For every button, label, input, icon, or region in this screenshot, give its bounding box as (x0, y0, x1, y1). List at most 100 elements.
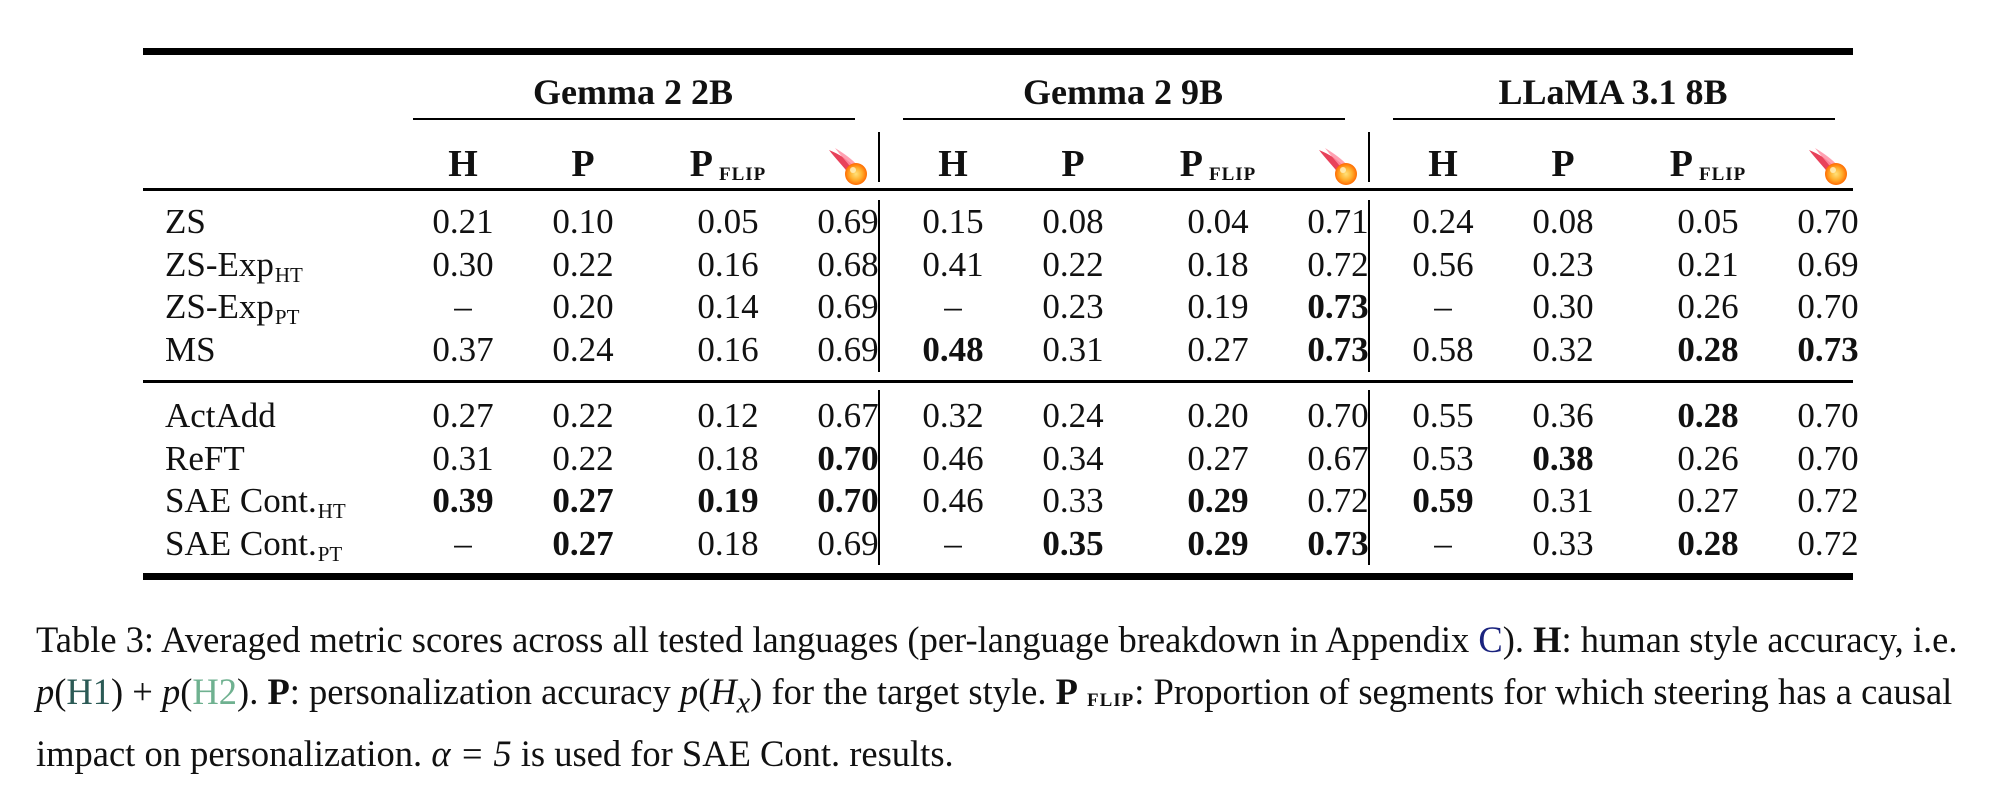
table-cell: 0.23 (1042, 287, 1104, 326)
table-row: ReFT 0.31 0.22 0.18 0.70 0.46 0.34 0.27 0.67 0.53… (143, 438, 1859, 480)
table-cell: 0.55 (1412, 396, 1474, 435)
table-cell: 0.26 (1677, 438, 1739, 478)
row-label: ActAdd (165, 396, 276, 435)
table-cell: 0.34 (1042, 438, 1104, 478)
table-cell: 0.28 (1677, 396, 1739, 435)
row-label: SAE Cont.HT (165, 481, 346, 523)
table-cell: 0.26 (1677, 287, 1739, 326)
table-cell: 0.70 (1307, 396, 1369, 435)
row-label: SAE Cont.PT (165, 523, 343, 566)
table-row: SAE Cont.HT 0.39 0.27 0.19 0.70 0.46 0.33 0.29 0… (143, 480, 1859, 523)
row-label: ZS-ExpPT (165, 287, 300, 329)
table-cell: 0.29 (1187, 481, 1249, 520)
metric-header-h: H (938, 143, 968, 185)
table-cell: 0.16 (697, 329, 759, 369)
table-cell: 0.59 (1412, 481, 1474, 520)
group-underline (413, 118, 855, 120)
table-cell: 0.27 (552, 481, 614, 520)
table-cell: 0.14 (697, 287, 759, 326)
row-label: MS (165, 329, 216, 369)
table-cell: 0.70 (817, 438, 879, 478)
table-cell: 0.53 (1412, 438, 1474, 478)
table-cell: 0.70 (1797, 438, 1859, 478)
table-cell: 0.36 (1532, 396, 1594, 435)
block-rule (143, 380, 1853, 383)
table-cell: 0.32 (922, 396, 984, 435)
comet-icon (1319, 148, 1357, 186)
table-row: ActAdd 0.27 0.22 0.12 0.67 0.32 0.24 0.20 0.70 0.… (143, 395, 1859, 437)
column-separator (878, 390, 880, 565)
table-cell: 0.08 (1532, 202, 1594, 241)
table-cell: 0.30 (432, 244, 494, 284)
table-row: SAE Cont.PT – 0.27 0.18 0.69 – 0.35 0.29 0.73 – 0.… (143, 523, 1859, 566)
table-cell: 0.22 (552, 244, 614, 284)
table-cell: 0.15 (922, 202, 984, 241)
group-header-gemma-9b: Gemma 2 9B (1023, 72, 1223, 112)
bottom-rule (143, 573, 1853, 580)
table-cell: 0.22 (1042, 244, 1104, 284)
h2-link[interactable]: H2 (192, 671, 238, 712)
column-separator (878, 200, 880, 372)
table-cell: 0.33 (1532, 523, 1594, 563)
metric-header-comet (1778, 126, 1878, 202)
table-cell: 0.68 (817, 244, 879, 284)
table-cell: 0.18 (1187, 244, 1249, 284)
table-cell: 0.39 (432, 481, 494, 520)
table-cell: 0.48 (922, 329, 984, 369)
table-cell: 0.22 (552, 438, 614, 478)
table-cell: 0.27 (1187, 329, 1249, 369)
table-cell: 0.38 (1532, 438, 1594, 478)
table-cell: 0.69 (817, 329, 879, 369)
table-cell: 0.21 (432, 202, 494, 241)
metric-header-p: P (1061, 143, 1085, 185)
table-cell: 0.37 (432, 329, 494, 369)
table-row: ZS-ExpHT 0.30 0.22 0.16 0.68 0.41 0.22 0.18 0.72… (143, 244, 1859, 287)
table-cell: 0.27 (1187, 438, 1249, 478)
table-cell: 0.27 (552, 523, 614, 563)
table-cell: 0.71 (1307, 202, 1369, 241)
table-cell: 0.72 (1307, 244, 1369, 284)
table-cell: 0.24 (1042, 396, 1104, 435)
metric-header-comet (1288, 126, 1388, 202)
table-cell: 0.31 (1042, 329, 1104, 369)
table-cell: – (1434, 287, 1452, 326)
table-cell: 0.73 (1307, 329, 1369, 369)
table-caption: Table 3: Averaged metric scores across a… (36, 619, 1958, 775)
table-cell: 0.46 (922, 438, 984, 478)
table-cell: 0.10 (552, 202, 614, 241)
table-cell: 0.27 (432, 396, 494, 435)
appendix-link[interactable]: C (1478, 619, 1503, 660)
table-cell: 0.21 (1677, 244, 1739, 284)
table-cell: – (944, 523, 962, 563)
table-cell: 0.56 (1412, 244, 1474, 284)
h1-link[interactable]: H1 (66, 671, 112, 712)
metric-header-p-flip: P FLIP (1179, 143, 1257, 185)
table-row: MS 0.37 0.24 0.16 0.69 0.48 0.31 0.27 0.73 0.58 0.… (143, 329, 1859, 371)
table-cell: 0.46 (922, 481, 984, 520)
table-cell: 0.58 (1412, 329, 1474, 369)
table-cell: 0.05 (1677, 202, 1739, 241)
metric-header-p: P (1551, 143, 1575, 185)
table-cell: 0.28 (1677, 329, 1739, 369)
table-cell: 0.29 (1187, 523, 1249, 563)
table-cell: 0.31 (1532, 481, 1594, 520)
top-rule (143, 48, 1853, 55)
group-header-llama-8b: LLaMA 3.1 8B (1498, 72, 1728, 112)
table-cell: 0.33 (1042, 481, 1104, 520)
table-cell: 0.69 (817, 202, 879, 241)
table-cell: 0.12 (697, 396, 759, 435)
metric-header-h: H (1428, 143, 1458, 185)
row-label: ReFT (165, 438, 245, 478)
table-cell: 0.20 (1187, 396, 1249, 435)
table-cell: 0.32 (1532, 329, 1594, 369)
table-cell: 0.67 (817, 396, 879, 435)
table-row: ZS-ExpPT – 0.20 0.14 0.69 – 0.23 0.19 0.73 – 0.30 0… (143, 286, 1859, 329)
table-cell: 0.41 (922, 244, 984, 284)
table-cell: 0.70 (1797, 202, 1859, 241)
group-underline (903, 118, 1345, 120)
metric-header-comet (798, 126, 898, 202)
column-separator (1368, 390, 1370, 565)
metric-header-p: P (571, 143, 595, 185)
table-cell: 0.23 (1532, 244, 1594, 284)
table-cell: 0.28 (1677, 523, 1739, 563)
